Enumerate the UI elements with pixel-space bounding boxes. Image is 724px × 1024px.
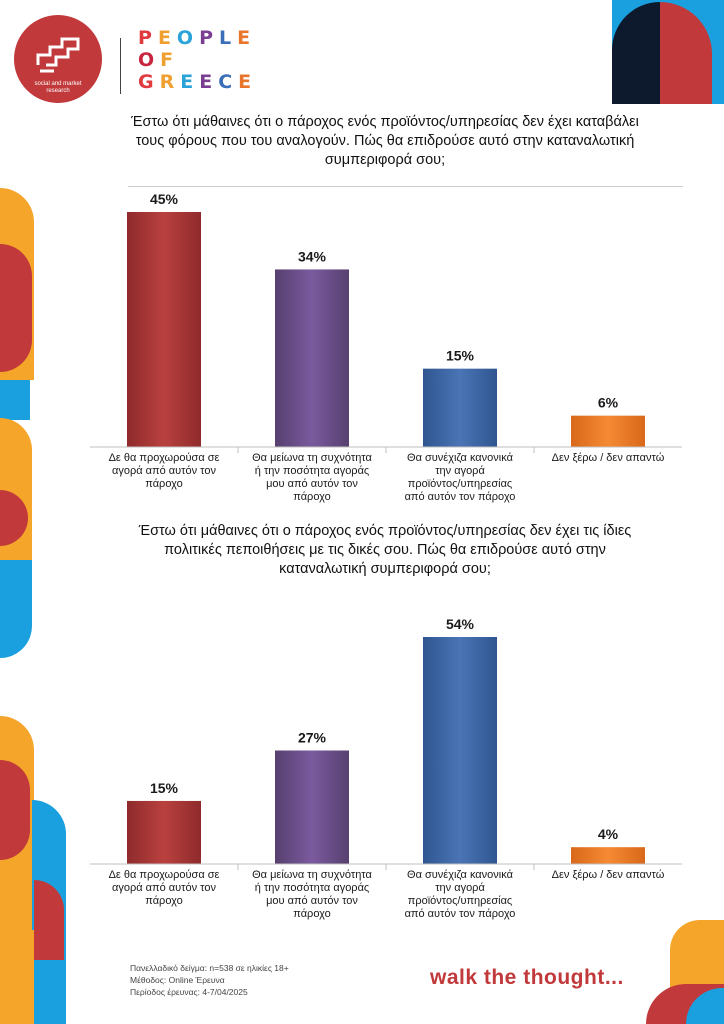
chart2-value-label-3: 54%	[446, 616, 475, 632]
chart1-category-label-4: Δεν ξέρω / δεν απαντώ	[552, 452, 665, 464]
footnote-period: Περίοδος έρευνας: 4-7/04/2025	[130, 987, 248, 997]
deco-top-right-strip	[712, 0, 724, 104]
deco-bottom-left-red	[0, 760, 30, 860]
chart2-value-label-2: 27%	[298, 730, 327, 746]
deco-top-right-navy	[612, 2, 660, 104]
chart2-category-label-3: Θα συνέχιζα κανονικά	[407, 869, 514, 881]
brand-wordmark: PEOPLE OF GREECE	[138, 27, 257, 93]
chart1-bar-4	[571, 415, 645, 447]
chart1-category-label-3: προϊόντος/υπηρεσίας	[408, 478, 512, 490]
chart1-category-label-2: Θα μείωνα τη συχνότητα	[252, 452, 372, 464]
deco-bottom-left-red-2	[34, 880, 64, 960]
chart1-title: Έστω ότι μάθαινες ότι ο πάροχος ενός προ…	[131, 114, 639, 168]
chart2-value-label-1: 15%	[150, 780, 179, 796]
chart1-category-label-3: την αγορά	[435, 465, 485, 477]
chart2-bar-4	[571, 847, 645, 864]
methodology-footnote: Πανελλαδικό δείγμα: n=538 σε ηλικίες 18+…	[130, 962, 289, 998]
chart1-value-label-3: 15%	[446, 348, 475, 364]
chart2-category-label-3: προϊόντος/υπηρεσίας	[408, 895, 512, 907]
logo-mark-icon	[36, 37, 80, 73]
deco-bottom-right-blue	[686, 988, 724, 1024]
chart1-bar-3	[423, 368, 497, 447]
brand-line-3: GREECE	[138, 71, 258, 93]
tagline: walk the thought...	[430, 966, 624, 989]
logo-separator	[120, 38, 121, 94]
chart2-bar-1	[127, 800, 201, 864]
chart2-category-label-1: Δε θα προχωρούσα σε	[109, 869, 220, 881]
chart1-category-label-3: Θα συνέχιζα κανονικά	[407, 452, 514, 464]
deco-left-blue-1	[0, 380, 30, 420]
chart1-category-label-2: πάροχο	[293, 491, 330, 503]
deco-left-blue-2	[0, 560, 32, 658]
chart2-category-label-2: μου από αυτόν τον	[266, 895, 358, 907]
brand-line-2: OF	[138, 49, 180, 71]
chart1-value-label-4: 6%	[598, 395, 619, 411]
chart2-category-label-3: την αγορά	[435, 882, 485, 894]
chart2-category-label-2: πάροχο	[293, 908, 330, 920]
chart1-category-label-2: ή την ποσότητα αγοράς	[255, 465, 369, 477]
chart2-bar-2	[275, 750, 349, 864]
deco-bottom-left-yellow-2	[0, 930, 34, 1024]
chart2-bar-3	[423, 637, 497, 864]
chart1-value-label-2: 34%	[298, 248, 327, 264]
deco-left-red-2	[0, 490, 28, 546]
chart1-value-label-1: 45%	[150, 191, 179, 207]
chart1-category-label-3: από αυτόν τον πάροχο	[405, 491, 516, 503]
chart2-title: Έστω ότι μάθαινες ότι ο πάροχος ενός προ…	[138, 523, 632, 577]
deco-top-right-red	[660, 2, 712, 104]
chart2-category-label-2: ή την ποσότητα αγοράς	[255, 882, 369, 894]
brand-line-1: PEOPLE	[138, 27, 257, 49]
chart1-category-label-1: πάροχο	[145, 478, 182, 490]
chart1-category-label-1: αγορά από αυτόν τον	[112, 465, 216, 477]
chart2-category-label-1: πάροχο	[145, 895, 182, 907]
logo-subtitle: social and market research	[34, 81, 82, 94]
chart2-value-label-4: 4%	[598, 826, 619, 842]
footnote-method: Μέθοδος: Online Έρευνα	[130, 975, 225, 985]
company-logo: social and market research	[14, 15, 102, 103]
deco-left-red-1	[0, 244, 32, 372]
chart2-category-label-4: Δεν ξέρω / δεν απαντώ	[552, 869, 665, 881]
chart1-category-label-2: μου από αυτόν τον	[266, 478, 358, 490]
chart2-category-label-1: αγορά από αυτόν τον	[112, 882, 216, 894]
chart1-title-rule	[128, 186, 683, 187]
chart1-bar-1	[127, 212, 201, 447]
chart1-category-label-1: Δε θα προχωρούσα σε	[109, 452, 220, 464]
footnote-sample: Πανελλαδικό δείγμα: n=538 σε ηλικίες 18+	[130, 963, 289, 973]
chart2-category-label-2: Θα μείωνα τη συχνότητα	[252, 869, 372, 881]
chart1-bar-2	[275, 269, 349, 447]
chart2-category-label-3: από αυτόν τον πάροχο	[405, 908, 516, 920]
